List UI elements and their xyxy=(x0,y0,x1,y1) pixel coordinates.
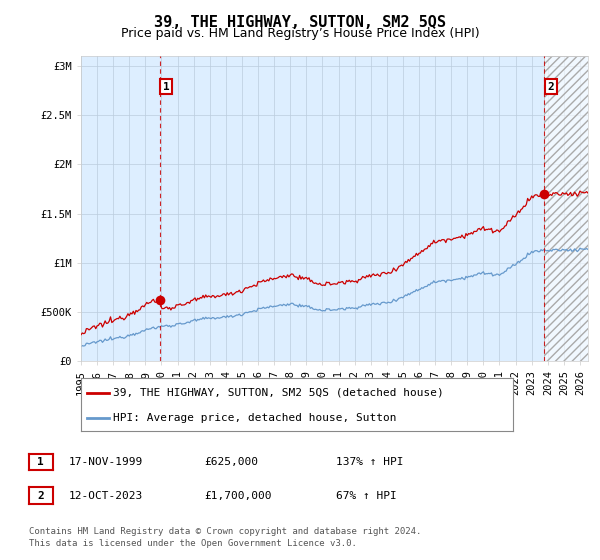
Text: 1: 1 xyxy=(37,457,44,467)
Text: 137% ↑ HPI: 137% ↑ HPI xyxy=(336,457,404,467)
Text: 17-NOV-1999: 17-NOV-1999 xyxy=(69,457,143,467)
Text: £625,000: £625,000 xyxy=(204,457,258,467)
Bar xyxy=(544,56,600,361)
Text: Price paid vs. HM Land Registry’s House Price Index (HPI): Price paid vs. HM Land Registry’s House … xyxy=(121,27,479,40)
Text: 67% ↑ HPI: 67% ↑ HPI xyxy=(336,491,397,501)
Text: 1: 1 xyxy=(163,82,170,91)
Text: 2: 2 xyxy=(37,491,44,501)
Text: 39, THE HIGHWAY, SUTTON, SM2 5QS (detached house): 39, THE HIGHWAY, SUTTON, SM2 5QS (detach… xyxy=(113,388,444,398)
Text: 2: 2 xyxy=(547,82,554,91)
Text: 39, THE HIGHWAY, SUTTON, SM2 5QS: 39, THE HIGHWAY, SUTTON, SM2 5QS xyxy=(154,15,446,30)
Text: Contains HM Land Registry data © Crown copyright and database right 2024.
This d: Contains HM Land Registry data © Crown c… xyxy=(29,527,421,548)
Text: HPI: Average price, detached house, Sutton: HPI: Average price, detached house, Sutt… xyxy=(113,413,397,423)
Text: £1,700,000: £1,700,000 xyxy=(204,491,271,501)
Bar xyxy=(544,56,600,361)
Text: 12-OCT-2023: 12-OCT-2023 xyxy=(69,491,143,501)
